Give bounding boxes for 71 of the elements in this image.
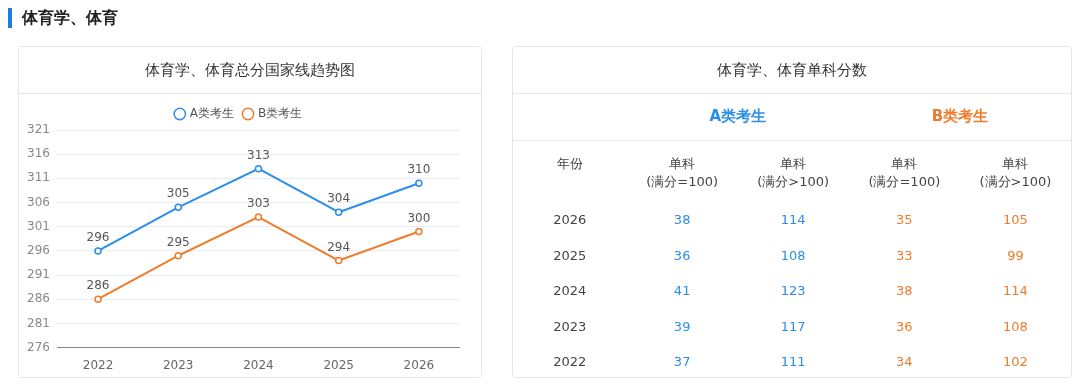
text: 体育学、体育	[8, 8, 118, 28]
x-tick-label: 2022	[82, 357, 114, 372]
data-label: 296	[86, 230, 110, 245]
data-label: 295	[166, 234, 190, 249]
data-label: 35	[895, 211, 914, 230]
legend-label: B类考生	[257, 106, 303, 121]
x-tick-label: 2025	[323, 357, 354, 372]
data-label: 33	[895, 246, 914, 265]
data-label: 313	[247, 147, 270, 162]
data-label: 114	[1002, 282, 1029, 301]
data-label: 114	[779, 211, 807, 230]
y-tick-label: 276	[27, 339, 50, 354]
legend-label: A类考生	[189, 106, 234, 121]
x-tick-label: 2024	[243, 357, 274, 372]
y-axis-title: 年份	[555, 154, 584, 173]
y-tick-label: 2024	[552, 282, 588, 301]
point	[174, 251, 182, 260]
text: B类考生	[930, 106, 990, 128]
data-label: 111	[779, 353, 807, 372]
data-label: 41	[672, 282, 692, 301]
y-tick-label: 2025	[552, 246, 588, 265]
point	[254, 213, 263, 221]
data-label: 36	[895, 317, 914, 336]
data-label: 37	[672, 353, 692, 372]
data-label: 305	[166, 186, 190, 201]
data-label: 36	[672, 246, 692, 265]
data-label: 108	[1002, 317, 1029, 336]
data-label: 310	[407, 162, 431, 177]
x-tick-label: 2026	[403, 357, 435, 372]
point	[415, 179, 423, 187]
y-tick-label: 296	[27, 243, 50, 258]
point	[415, 227, 423, 236]
chart-title: 体育学、体育总分国家线趋势图	[19, 47, 481, 94]
data-label: 102	[1002, 353, 1029, 372]
point	[334, 256, 343, 265]
text: A类考生	[708, 106, 767, 128]
y-tick-label: 321	[27, 122, 50, 137]
y-tick-label: 291	[27, 267, 50, 282]
point	[94, 247, 102, 255]
data-label: 304	[327, 191, 351, 206]
data-label: 38	[895, 282, 914, 301]
data-label: 38	[672, 211, 692, 230]
x-tick-label: 单科 (满分>100)	[978, 154, 1053, 191]
point	[174, 203, 182, 212]
x-tick-label: 单科 (满分=100)	[867, 154, 942, 191]
y-tick-label: 311	[27, 170, 50, 185]
data-label: 117	[779, 317, 807, 336]
data-label: 300	[407, 210, 431, 225]
chart-title: 体育学、体育单科分数	[513, 47, 1071, 94]
data-label: 294	[327, 239, 351, 254]
data-label: 99	[1006, 246, 1025, 265]
data-label: 34	[895, 353, 914, 372]
y-tick-label: 281	[27, 315, 50, 330]
x-tick-label: 单科 (满分=100)	[645, 154, 720, 191]
data-label: 303	[247, 196, 270, 211]
y-tick-label: 306	[27, 194, 50, 209]
x-tick-label: 2023	[162, 357, 194, 372]
point	[94, 295, 102, 303]
point	[334, 208, 343, 216]
data-label: 39	[672, 317, 692, 336]
y-tick-label: 286	[27, 291, 50, 306]
y-tick-label: 316	[27, 146, 50, 161]
y-tick-label: 2023	[552, 317, 588, 336]
data-label: 105	[1002, 211, 1029, 230]
point	[254, 164, 263, 173]
data-label: 108	[779, 246, 807, 265]
data-label: 123	[779, 282, 807, 301]
x-tick-label: 单科 (满分>100)	[756, 154, 831, 191]
y-tick-label: 2026	[552, 211, 588, 230]
data-label: 286	[86, 278, 110, 293]
y-tick-label: 301	[27, 218, 50, 233]
